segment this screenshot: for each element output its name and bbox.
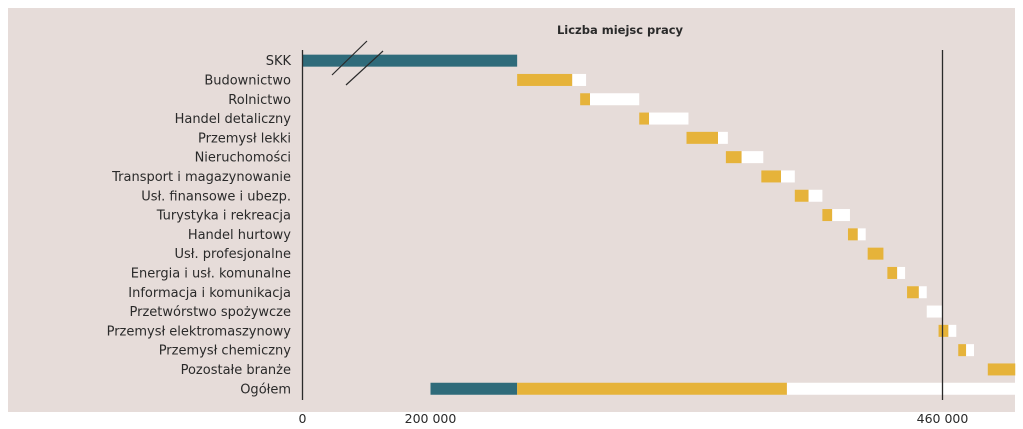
- category-label: Handel detaliczny: [175, 112, 292, 127]
- bar-segment: [1015, 363, 1023, 376]
- bar-segment: [987, 363, 1016, 376]
- category-label: Ogółem: [240, 382, 291, 397]
- bar-segment: [725, 151, 742, 164]
- bar-segment: [857, 228, 866, 241]
- category-label: Usł. profesjonalne: [175, 247, 291, 262]
- bar-segment: [517, 382, 787, 395]
- bar-segment: [580, 93, 591, 106]
- category-label: Nieruchomości: [195, 151, 291, 166]
- chart-title: Liczba miejsc pracy: [557, 23, 684, 37]
- category-label: Przemysł elektromaszynowy: [107, 324, 292, 339]
- category-label: Handel hurtowy: [188, 228, 291, 243]
- bar-segment: [649, 112, 689, 125]
- category-label: Przetwórstwo spożywcze: [130, 305, 292, 320]
- bar-segment: [832, 209, 850, 222]
- bar-segment: [948, 324, 957, 337]
- bar-segment: [639, 112, 650, 125]
- category-label: Przemysł lekki: [198, 131, 291, 146]
- bar-segment: [430, 382, 518, 395]
- category-label: Informacja i komunikacja: [128, 286, 291, 301]
- bar-segment: [938, 324, 949, 337]
- bar-segment: [918, 286, 927, 299]
- category-label: SKK: [266, 54, 292, 69]
- bar-segment: [847, 228, 858, 241]
- category-label: Transport i magazynowanie: [111, 170, 291, 185]
- bar-segment: [907, 286, 919, 299]
- category-label: Budownictwo: [204, 73, 291, 88]
- bar-segment: [786, 382, 1023, 395]
- category-label: Turystyka i rekreacja: [156, 209, 291, 224]
- bar-segment: [572, 73, 587, 86]
- bar-segment: [966, 344, 975, 357]
- bar-segment: [590, 93, 640, 106]
- axis-break-mark: [331, 40, 384, 86]
- bar-segment: [741, 151, 764, 164]
- category-label: Rolnictwo: [228, 93, 291, 108]
- bar-segment: [887, 266, 898, 279]
- bar-segment: [781, 170, 795, 183]
- bar-segment: [808, 189, 823, 202]
- bar-segment: [517, 73, 573, 86]
- bar-segment: [958, 344, 967, 357]
- x-tick-label: 200 000: [405, 411, 457, 426]
- bar-segment: [897, 266, 906, 279]
- bar-segment: [926, 305, 943, 318]
- category-label: Pozostałe branże: [181, 363, 291, 378]
- bar-segment: [867, 247, 884, 260]
- bar-segment: [686, 131, 719, 144]
- x-tick-label: 0: [299, 411, 307, 426]
- bar-segment: [822, 209, 833, 222]
- category-label: Energia i usł. komunalne: [131, 266, 291, 281]
- category-label: Usł. finansowe i ubezp.: [141, 189, 291, 204]
- bar-segment: [302, 54, 518, 67]
- x-tick-label: 460 000: [917, 411, 969, 426]
- bar-segment: [718, 131, 728, 144]
- category-label: Przemysł chemiczny: [159, 344, 292, 359]
- bar-segment: [761, 170, 782, 183]
- bar-segment: [794, 189, 809, 202]
